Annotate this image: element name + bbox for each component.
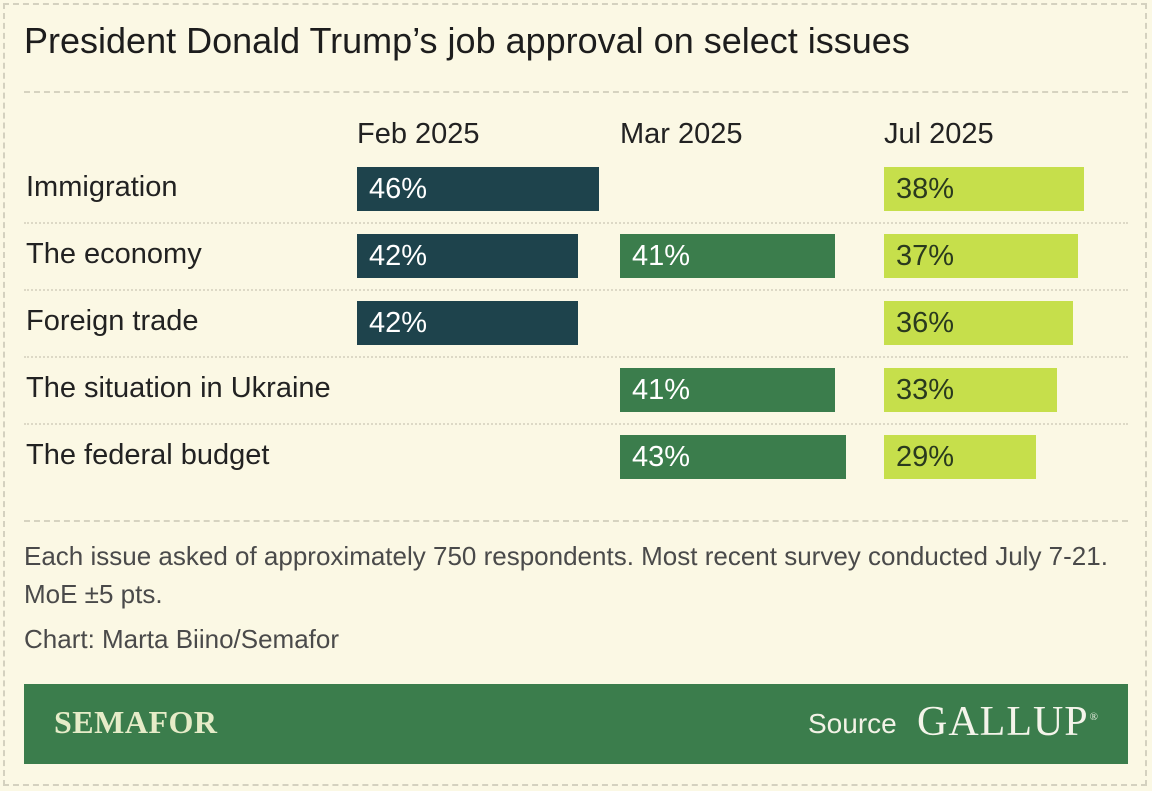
registered-mark: ® — [1089, 711, 1100, 723]
row-label: The economy — [26, 238, 202, 270]
bar-value-label: 41% — [632, 240, 691, 272]
bar-jul: 37% — [884, 234, 1078, 278]
semafor-logo: SEMAFOR — [54, 704, 218, 740]
chart-title: President Donald Trump’s job approval on… — [24, 20, 910, 61]
source-label: Source — [808, 708, 897, 739]
bar-mar: 41% — [620, 234, 835, 278]
column-header-feb: Feb 2025 — [357, 118, 480, 150]
bar-value-label: 42% — [369, 240, 428, 272]
bar-value-label: 41% — [632, 374, 691, 406]
row-separator — [24, 289, 1128, 291]
bar-feb: 42% — [357, 301, 578, 345]
bar-mar: 41% — [620, 368, 835, 412]
bar-feb: 46% — [357, 167, 599, 211]
row-label: Immigration — [26, 171, 178, 203]
bar-jul: 29% — [884, 435, 1036, 479]
footer-bar: SEMAFOR Source GALLUP® — [24, 684, 1128, 764]
gallup-wordmark: GALLUP — [917, 699, 1089, 745]
bar-value-label: 42% — [369, 307, 428, 339]
bar-jul: 38% — [884, 167, 1084, 211]
bar-value-label: 36% — [896, 307, 955, 339]
row-separator — [24, 356, 1128, 358]
bar-value-label: 46% — [369, 173, 428, 205]
row-label: The federal budget — [26, 439, 270, 471]
bar-mar: 43% — [620, 435, 846, 479]
bar-jul: 36% — [884, 301, 1073, 345]
note-divider — [24, 520, 1128, 522]
title-divider — [24, 91, 1128, 93]
row-separator — [24, 423, 1128, 425]
bar-value-label: 43% — [632, 441, 691, 473]
row-separator — [24, 222, 1128, 224]
row-label: Foreign trade — [26, 305, 199, 337]
chart-credit: Chart: Marta Biino/Semafor — [24, 624, 340, 654]
chart-frame — [3, 3, 1147, 786]
row-label: The situation in Ukraine — [26, 372, 331, 404]
bar-jul: 33% — [884, 368, 1057, 412]
bar-value-label: 33% — [896, 374, 955, 406]
bar-feb: 42% — [357, 234, 578, 278]
column-header-mar: Mar 2025 — [620, 118, 743, 150]
column-header-jul: Jul 2025 — [884, 118, 994, 150]
bar-value-label: 29% — [896, 441, 955, 473]
gallup-logo: GALLUP® — [917, 698, 1099, 746]
bar-value-label: 37% — [896, 240, 955, 272]
chart-note: Each issue asked of approximately 750 re… — [24, 541, 1108, 609]
bar-value-label: 38% — [896, 173, 955, 205]
